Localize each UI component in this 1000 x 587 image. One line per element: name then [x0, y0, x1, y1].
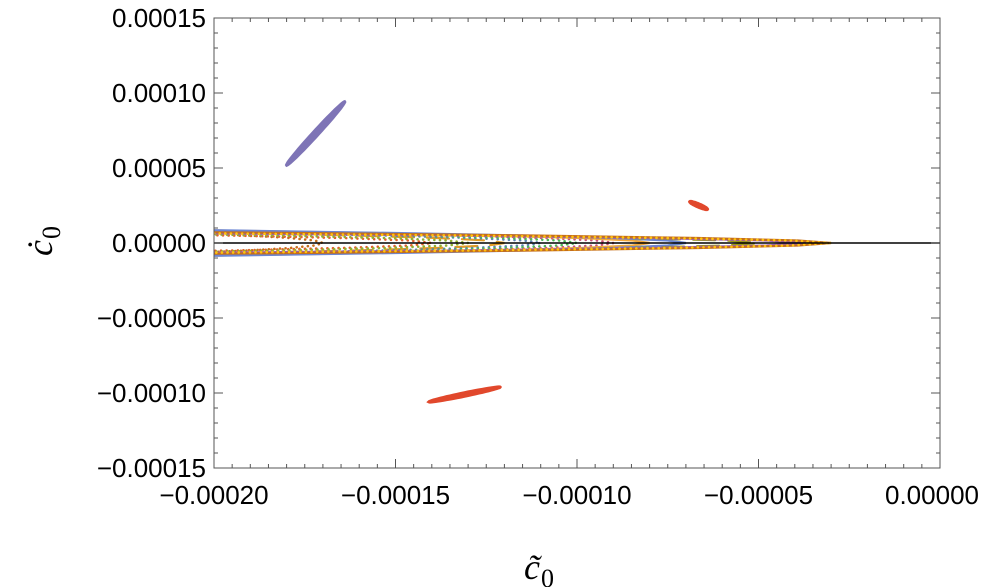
y-tick-label: −0.00010 — [97, 378, 206, 408]
y-tick-label: 0.00015 — [112, 3, 206, 33]
svg-text:0: 0 — [37, 226, 66, 239]
x-axis-title: c̃ 0 — [524, 547, 554, 587]
y-tick-label: 0.00010 — [112, 78, 206, 108]
y-tick-label: −0.00005 — [97, 303, 206, 333]
y-tick-label: 0.00005 — [112, 153, 206, 183]
svg-text:ċ: ċ — [20, 240, 60, 256]
x-tick-label: −0.00020 — [159, 480, 268, 510]
series-island-2 — [687, 199, 710, 212]
series-curve — [687, 199, 710, 212]
x-tick-label: −0.00010 — [522, 480, 631, 510]
x-tick-label: 0.00000 — [885, 480, 979, 510]
series-curve — [426, 385, 502, 404]
svg-text:c̃: c̃ — [524, 547, 543, 587]
series-island-1 — [284, 99, 347, 168]
y-tick-label: 0.00000 — [112, 228, 206, 258]
x-tick-label: −0.00005 — [704, 480, 813, 510]
y-tick-label: −0.00015 — [97, 453, 206, 483]
y-axis-title: ċ 0 — [20, 226, 66, 256]
x-tick-label: −0.00015 — [341, 480, 450, 510]
series-curve — [284, 99, 347, 168]
svg-text:0: 0 — [541, 564, 554, 587]
ticks-layer: −0.00020 −0.00015 −0.00010 −0.00005 0.000000… — [97, 3, 979, 510]
series-island-3 — [426, 385, 502, 404]
